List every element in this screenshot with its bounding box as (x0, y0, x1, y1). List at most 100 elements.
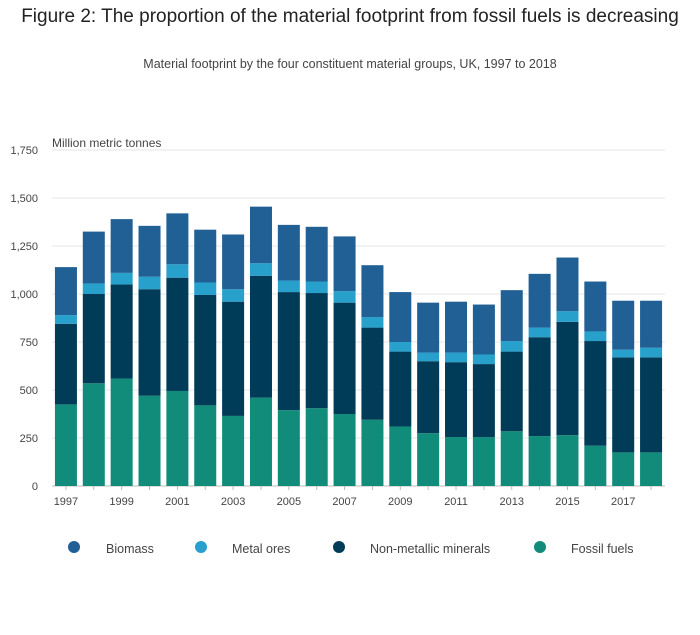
bar-segment-non-metallic-minerals-2000 (138, 289, 161, 396)
bar-segment-non-metallic-minerals-2011 (445, 362, 468, 438)
bar-segment-biomass-2003 (222, 234, 245, 290)
bar-segment-metal-ores-2014 (528, 327, 551, 338)
bar-segment-fossil-fuels-2006 (305, 408, 328, 486)
legend-swatch-non-metallic-minerals (333, 541, 345, 553)
legend-swatch-fossil-fuels (534, 541, 546, 553)
bar-segment-metal-ores-2000 (138, 276, 161, 290)
bar-segment-metal-ores-2007 (333, 291, 356, 303)
bar-segment-non-metallic-minerals-1999 (110, 284, 133, 379)
bar-segment-biomass-2006 (305, 226, 328, 282)
bar-segment-biomass-2010 (417, 302, 440, 353)
bars (54, 206, 663, 486)
bar-segment-non-metallic-minerals-2015 (556, 321, 579, 436)
bar-segment-fossil-fuels-2013 (500, 431, 523, 486)
chart-title: Figure 2: The proportion of the material… (21, 6, 679, 27)
bar-segment-non-metallic-minerals-2009 (389, 351, 412, 427)
bar-segment-fossil-fuels-2000 (138, 395, 161, 486)
bar-segment-biomass-2018 (640, 300, 663, 348)
bar-segment-fossil-fuels-1999 (110, 378, 133, 486)
bar-segment-non-metallic-minerals-2008 (361, 327, 384, 420)
chart-subtitle: Material footprint by the four constitue… (143, 57, 557, 71)
bar-segment-fossil-fuels-1997 (54, 404, 77, 486)
x-axis-ticks: 1997 1999 2001 2003 2005 2007 2009 2011 2013 2015… (54, 486, 652, 508)
bar-segment-non-metallic-minerals-2016 (584, 341, 607, 446)
x-tick-label: 2017 (611, 496, 635, 508)
bar-segment-biomass-2013 (500, 290, 523, 342)
bar-segment-non-metallic-minerals-2006 (305, 293, 328, 409)
bar-segment-biomass-2014 (528, 273, 551, 328)
x-tick-label: 2005 (277, 496, 301, 508)
bar-segment-non-metallic-minerals-1997 (54, 323, 77, 405)
x-tick-label: 1997 (54, 496, 78, 508)
bar-segment-fossil-fuels-2016 (584, 445, 607, 486)
bar-segment-fossil-fuels-2002 (194, 405, 217, 486)
legend-swatch-biomass (68, 541, 80, 553)
y-axis-label: Million metric tonnes (52, 136, 161, 150)
y-tick-label: 1,250 (10, 241, 38, 253)
bar-segment-fossil-fuels-2011 (445, 437, 468, 486)
bar-segment-non-metallic-minerals-2018 (640, 357, 663, 453)
bar-segment-non-metallic-minerals-2012 (472, 364, 495, 438)
legend-label-non-metallic-minerals: Non-metallic minerals (370, 542, 491, 556)
x-tick-label: 2011 (444, 496, 468, 508)
bar-segment-metal-ores-2017 (612, 349, 635, 358)
x-tick-label: 2001 (165, 496, 189, 508)
y-tick-label: 1,000 (10, 289, 38, 301)
bar-segment-fossil-fuels-2014 (528, 436, 551, 486)
y-tick-label: 750 (20, 337, 38, 349)
bar-segment-fossil-fuels-2007 (333, 414, 356, 486)
bar-segment-biomass-1999 (110, 219, 133, 273)
bar-segment-non-metallic-minerals-2004 (249, 275, 272, 398)
bar-segment-fossil-fuels-2009 (389, 426, 412, 486)
bar-segment-biomass-1998 (82, 231, 105, 284)
bar-segment-fossil-fuels-2018 (640, 452, 663, 486)
bar-segment-fossil-fuels-1998 (82, 383, 105, 486)
bar-segment-biomass-2008 (361, 265, 384, 318)
bar-segment-metal-ores-2011 (445, 352, 468, 363)
legend-label-biomass: Biomass (106, 542, 154, 556)
bar-segment-fossil-fuels-2015 (556, 435, 579, 486)
y-tick-label: 500 (20, 385, 38, 397)
y-tick-label: 1,500 (10, 193, 38, 205)
bar-segment-fossil-fuels-2004 (249, 397, 272, 486)
bar-segment-metal-ores-2008 (361, 317, 384, 328)
bar-segment-fossil-fuels-2017 (612, 452, 635, 486)
x-tick-label: 2003 (221, 496, 245, 508)
x-tick-label: 1999 (109, 496, 133, 508)
bar-segment-metal-ores-2009 (389, 342, 412, 352)
bar-segment-biomass-2015 (556, 257, 579, 312)
bar-segment-metal-ores-2013 (500, 341, 523, 352)
bar-segment-metal-ores-2015 (556, 311, 579, 322)
bar-segment-biomass-2016 (584, 281, 607, 332)
bar-segment-non-metallic-minerals-2010 (417, 361, 440, 434)
bar-segment-metal-ores-2016 (584, 331, 607, 342)
bar-segment-biomass-2005 (277, 224, 300, 281)
bar-segment-metal-ores-2010 (417, 352, 440, 362)
bar-segment-biomass-1997 (54, 267, 77, 316)
bar-segment-fossil-fuels-2012 (472, 437, 495, 486)
x-tick-label: 2013 (500, 496, 524, 508)
bar-segment-non-metallic-minerals-2017 (612, 357, 635, 453)
bar-segment-non-metallic-minerals-2005 (277, 292, 300, 411)
bar-segment-fossil-fuels-2005 (277, 410, 300, 486)
bar-segment-non-metallic-minerals-2002 (194, 294, 217, 406)
y-tick-label: 1,750 (10, 145, 38, 157)
bar-segment-biomass-2011 (445, 301, 468, 353)
bar-segment-fossil-fuels-2008 (361, 419, 384, 486)
legend-label-fossil-fuels: Fossil fuels (571, 542, 634, 556)
bar-segment-non-metallic-minerals-2007 (333, 302, 356, 414)
bar-segment-metal-ores-2004 (249, 263, 272, 276)
x-tick-label: 2009 (388, 496, 412, 508)
bar-segment-fossil-fuels-2003 (222, 415, 245, 486)
x-tick-label: 2007 (332, 496, 356, 508)
bar-segment-metal-ores-2005 (277, 280, 300, 293)
bar-segment-biomass-2009 (389, 292, 412, 342)
bar-segment-non-metallic-minerals-2013 (500, 351, 523, 432)
bar-segment-metal-ores-2002 (194, 282, 217, 295)
bar-segment-metal-ores-2012 (472, 354, 495, 365)
bar-segment-biomass-2000 (138, 225, 161, 277)
bar-segment-biomass-2007 (333, 236, 356, 292)
bar-segment-metal-ores-1997 (54, 315, 77, 324)
legend-label-metal-ores: Metal ores (232, 542, 291, 556)
